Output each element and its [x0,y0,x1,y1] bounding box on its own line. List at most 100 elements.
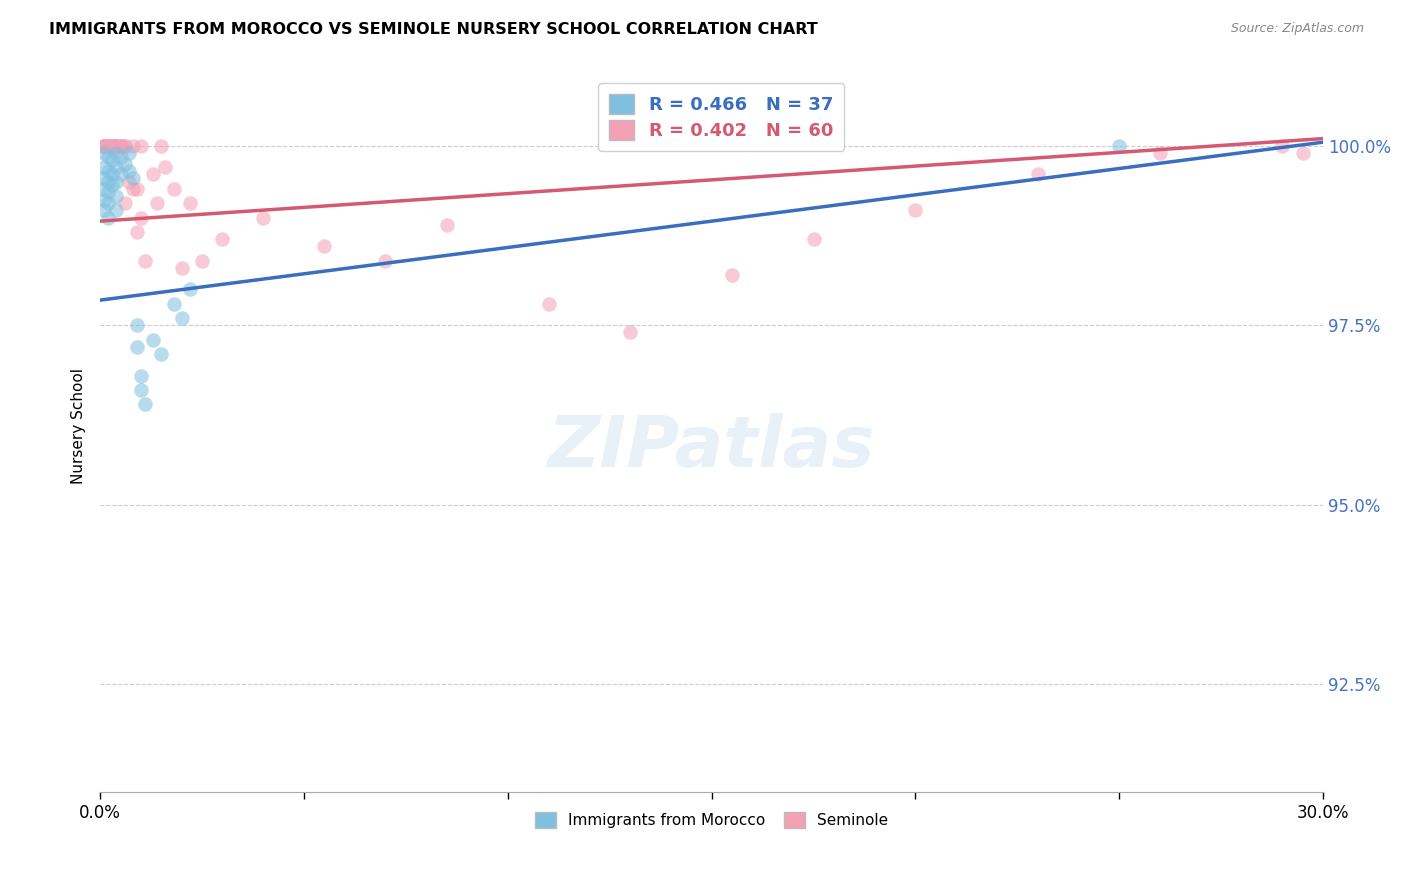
Text: ZIPatlas: ZIPatlas [548,413,876,483]
Point [121,171,143,186]
Point [114,157,136,171]
Point [105,175,128,189]
Point [314,239,336,253]
Point [118,164,141,178]
Point [101,138,124,153]
Point [436,218,458,232]
Point [105,203,128,218]
Point [129,211,152,225]
Point [150,347,173,361]
Point [142,168,165,182]
Point [105,138,128,153]
Point [105,138,128,153]
Point [114,138,136,153]
Point [134,397,156,411]
Point [170,311,193,326]
Point [97,175,120,189]
Point [162,182,184,196]
Point [97,149,120,163]
Point [93,138,115,153]
Point [252,211,274,225]
Text: Source: ZipAtlas.com: Source: ZipAtlas.com [1230,22,1364,36]
Point [1026,168,1049,182]
Point [121,182,143,196]
Point [93,138,115,153]
Point [110,149,132,163]
Point [101,168,124,182]
Point [150,138,173,153]
Point [97,138,120,153]
Point [803,232,825,246]
Point [93,203,115,218]
Point [114,138,136,153]
Point [110,138,132,153]
Point [134,253,156,268]
Point [93,193,115,207]
Point [118,145,141,160]
Point [97,186,120,200]
Point [125,225,148,239]
Point [125,318,148,333]
Point [1108,138,1130,153]
Point [101,178,124,193]
Point [110,138,132,153]
Point [97,138,120,153]
Point [170,260,193,275]
Point [125,340,148,354]
Point [93,138,115,153]
Point [105,145,128,160]
Text: IMMIGRANTS FROM MOROCCO VS SEMINOLE NURSERY SCHOOL CORRELATION CHART: IMMIGRANTS FROM MOROCCO VS SEMINOLE NURS… [49,22,818,37]
Point [121,138,143,153]
Point [93,138,115,153]
Point [97,211,120,225]
Point [374,253,396,268]
Point [105,161,128,175]
Point [537,296,560,310]
Point [105,138,128,153]
Legend: Immigrants from Morocco, Seminole: Immigrants from Morocco, Seminole [527,805,896,836]
Point [191,253,214,268]
Point [93,138,115,153]
Point [97,138,120,153]
Point [101,153,124,168]
Point [97,138,120,153]
Point [211,232,233,246]
Point [93,161,115,175]
Point [721,268,744,282]
Point [129,383,152,397]
Point [101,138,124,153]
Point [93,145,115,160]
Point [155,161,177,175]
Point [97,138,120,153]
Point [101,138,124,153]
Point [142,333,165,347]
Point [110,138,132,153]
Point [146,196,169,211]
Point [110,168,132,182]
Point [619,326,641,340]
Point [105,138,128,153]
Point [179,196,201,211]
Point [129,138,152,153]
Point [97,196,120,211]
Point [105,138,128,153]
Point [179,282,201,296]
Point [162,296,184,310]
Point [93,171,115,186]
Point [101,138,124,153]
Point [118,175,141,189]
Point [1271,138,1294,153]
Point [93,138,115,153]
Point [1292,145,1315,160]
Point [101,138,124,153]
Point [101,138,124,153]
Point [129,368,152,383]
Point [97,138,120,153]
Point [105,189,128,203]
Y-axis label: Nursery School: Nursery School [72,368,86,483]
Point [114,196,136,211]
Point [97,164,120,178]
Point [904,203,927,218]
Point [125,182,148,196]
Point [1149,145,1171,160]
